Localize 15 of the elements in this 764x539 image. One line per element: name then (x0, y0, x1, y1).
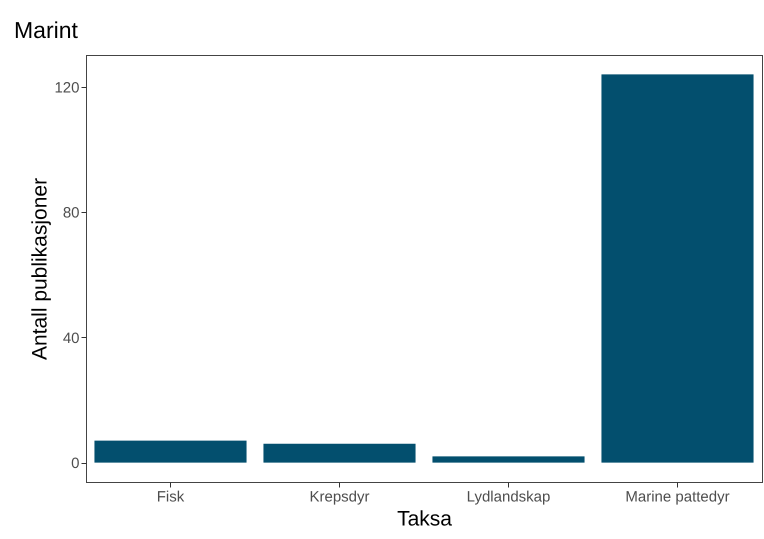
y-tick-label: 80 (62, 204, 80, 222)
bar (601, 74, 754, 463)
bar (432, 456, 585, 463)
y-tick-label: 0 (71, 455, 80, 472)
x-tick-label: Lydlandskap (466, 488, 550, 506)
bar (263, 444, 416, 463)
x-tick-label: Marine pattedyr (625, 488, 730, 506)
y-tick-label: 40 (62, 330, 80, 347)
x-axis-title: Taksa (397, 508, 452, 530)
y-tick-label: 120 (54, 79, 80, 96)
x-tick-label: Krepsdyr (309, 488, 370, 506)
y-axis-title: Antall publikasjoner (28, 178, 52, 360)
x-tick-label: Fisk (156, 488, 185, 506)
chart-title: Marint (14, 17, 79, 43)
bar (94, 440, 247, 463)
